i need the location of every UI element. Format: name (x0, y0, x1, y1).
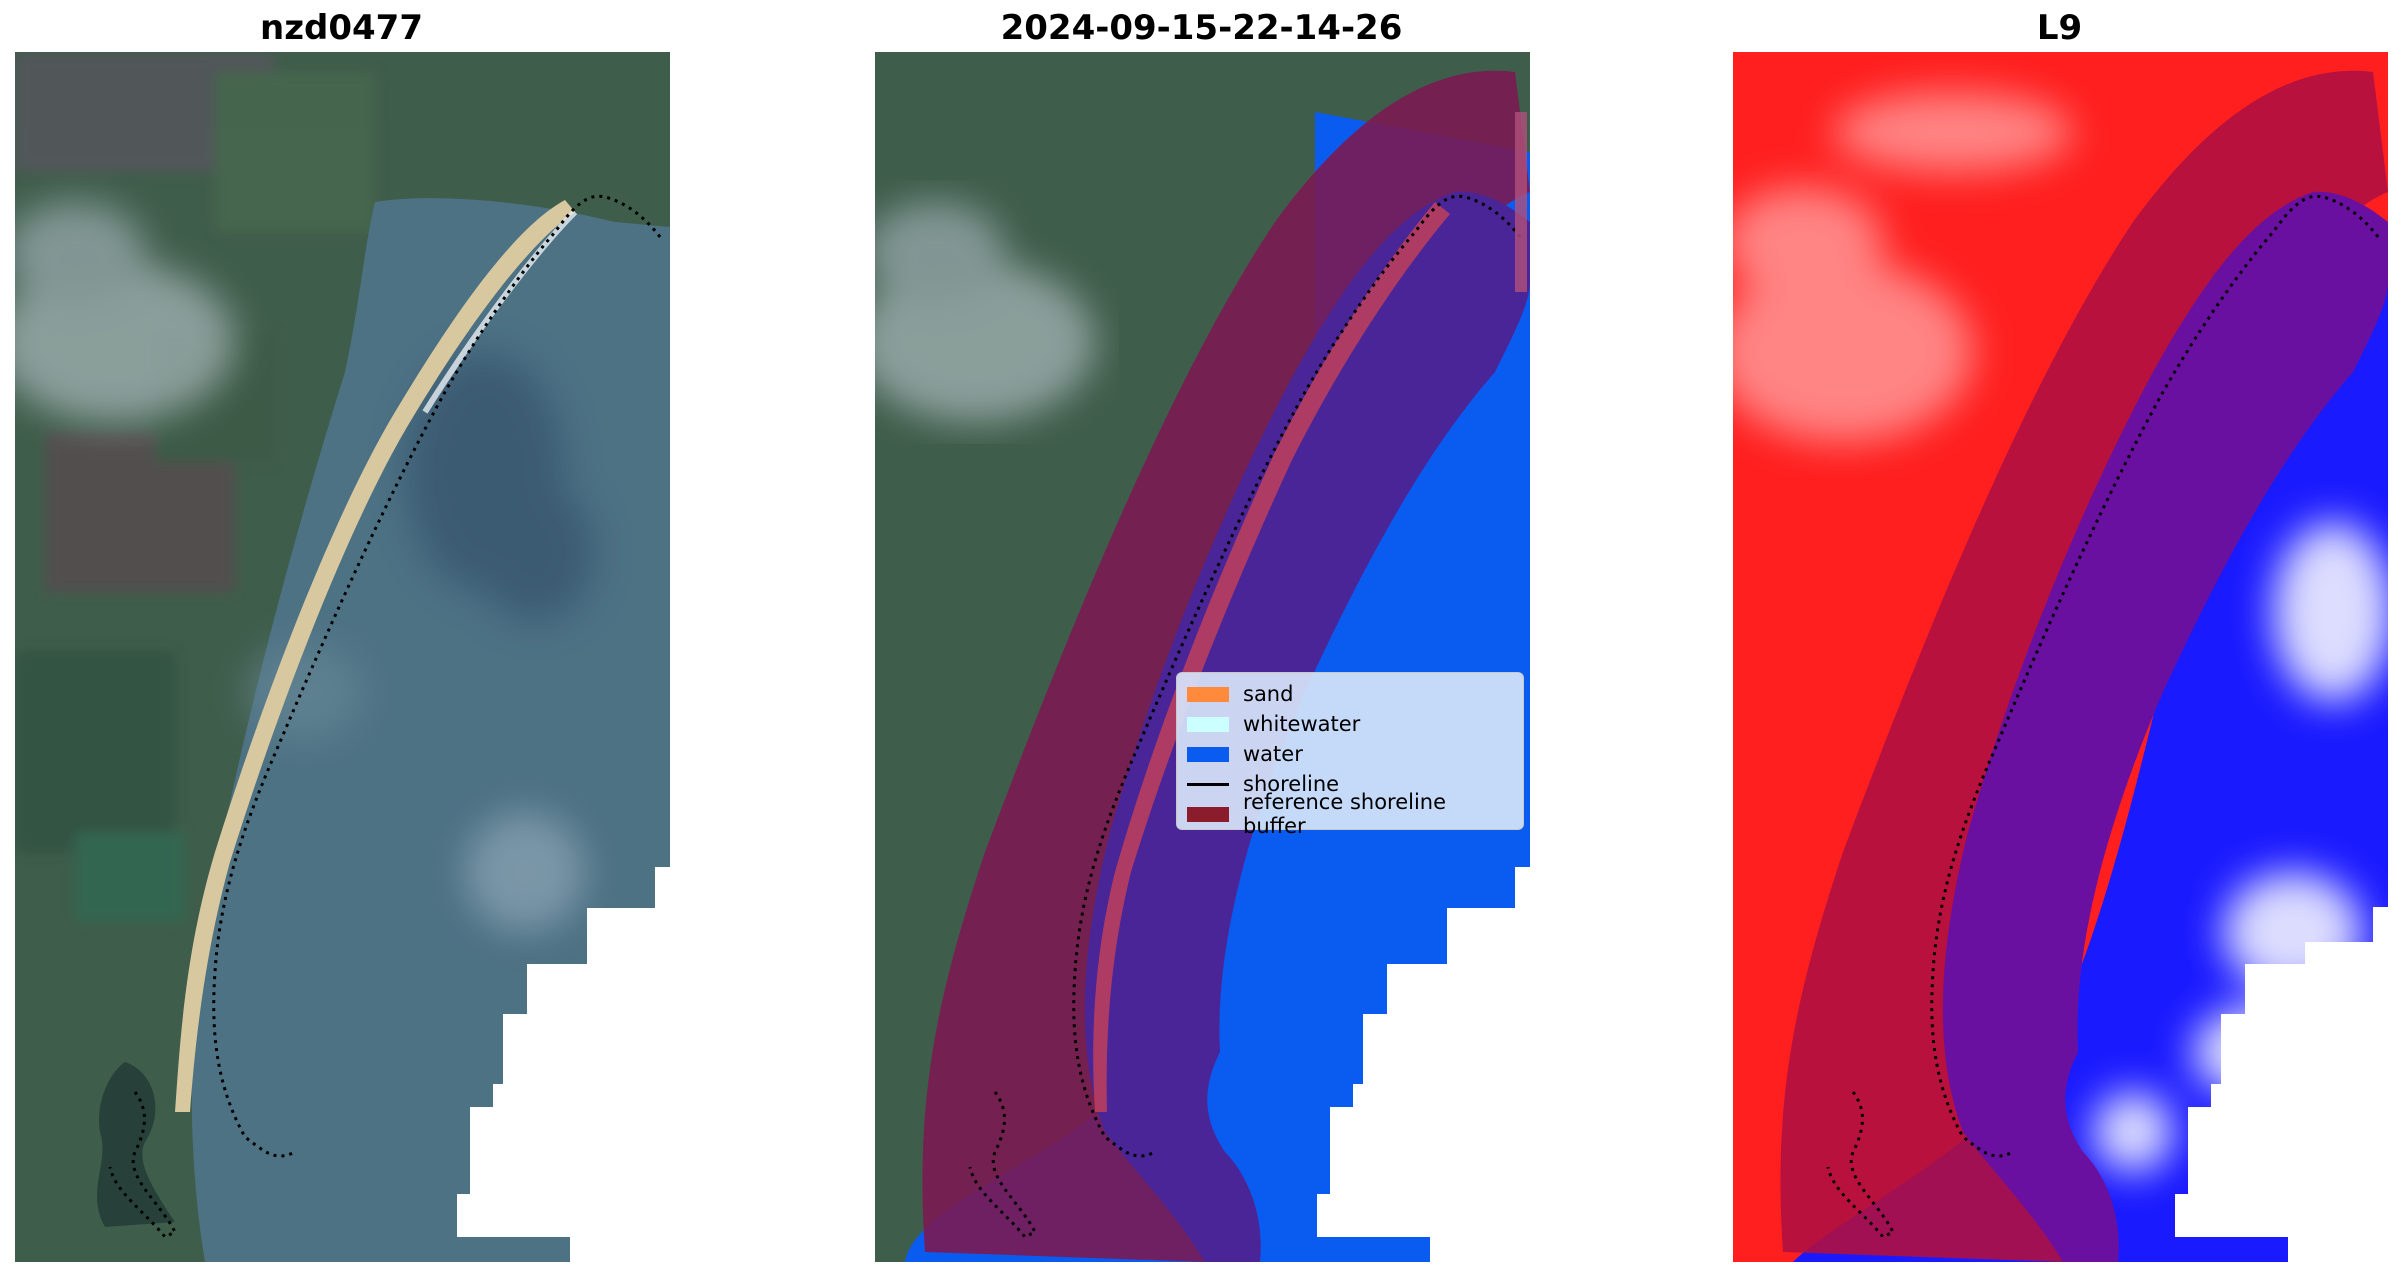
panel-title-1: nzd0477 (260, 8, 423, 48)
legend-label: whitewater (1243, 712, 1361, 736)
legend-item-water: water (1187, 739, 1513, 769)
shoreline-line-1 (212, 194, 662, 1158)
classification-panel (875, 52, 1530, 1262)
legend-item-whitewater: whitewater (1187, 709, 1513, 739)
legend: sand whitewater water shoreline referenc… (1176, 672, 1524, 838)
rgb-image-panel (15, 52, 670, 1262)
index-panel (1733, 52, 2388, 1262)
legend-item-buffer: reference shoreline buffer (1187, 790, 1513, 838)
legend-label: water (1243, 742, 1303, 766)
shoreline-line-icon (1187, 782, 1229, 786)
sand-swatch-icon (1187, 686, 1229, 702)
water-swatch-icon (1187, 746, 1229, 762)
rgb-satellite-image (15, 52, 670, 1262)
index-image (1733, 52, 2388, 1262)
legend-item-shoreline: shoreline (1187, 769, 1513, 799)
shoreline-line-2 (1072, 194, 1522, 1158)
legend-item-sand: sand (1187, 679, 1513, 709)
legend-label: reference shoreline buffer (1243, 790, 1447, 838)
legend-label: sand (1243, 682, 1294, 706)
buffer-swatch-icon (1187, 806, 1229, 822)
panel-title-3: L9 (2036, 8, 2083, 48)
shoreline-line-3 (1930, 194, 2380, 1158)
whitewater-swatch-icon (1187, 716, 1229, 732)
panel-title-2: 2024-09-15-22-14-26 (1000, 8, 1403, 48)
legend-label: shoreline (1243, 772, 1340, 796)
classification-image (875, 52, 1530, 1262)
